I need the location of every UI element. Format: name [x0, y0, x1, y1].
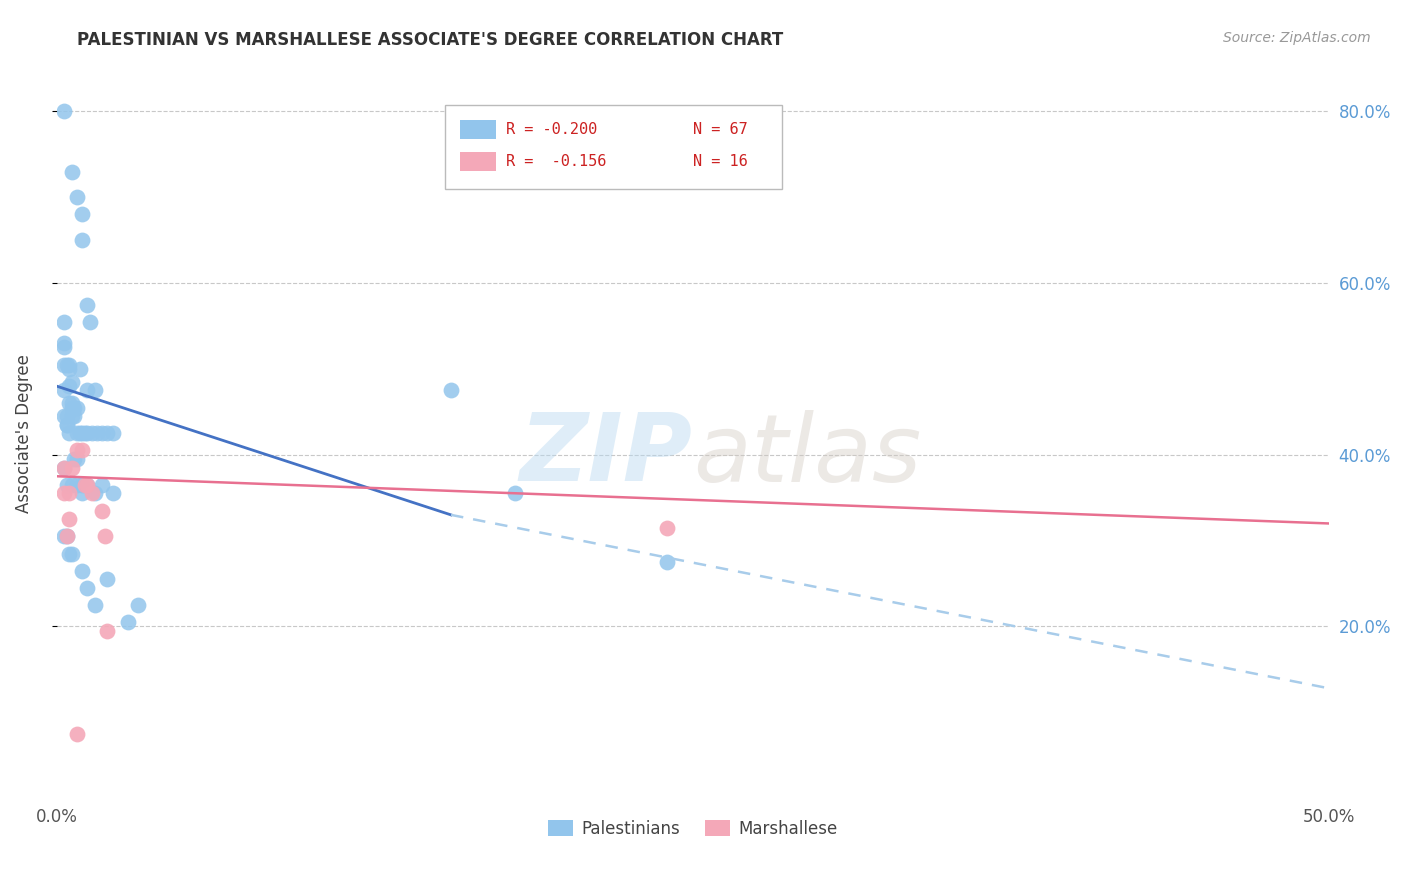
- Point: [60, 375, 83, 389]
- Point: [73, 478, 96, 492]
- Point: [82, 486, 104, 500]
- Point: [63, 401, 86, 415]
- Point: [69, 426, 91, 441]
- Y-axis label: Associate's Degree: Associate's Degree: [15, 354, 32, 513]
- Point: [58, 379, 80, 393]
- Point: [76, 478, 98, 492]
- Point: [58, 512, 80, 526]
- Point: [86, 426, 108, 441]
- Point: [60, 460, 83, 475]
- Text: N = 67: N = 67: [693, 122, 748, 137]
- Point: [56, 478, 79, 492]
- Point: [56, 529, 79, 543]
- Point: [63, 452, 86, 467]
- Point: [96, 572, 118, 586]
- Point: [58, 396, 80, 410]
- Point: [60, 396, 83, 410]
- Point: [60, 478, 83, 492]
- Point: [58, 426, 80, 441]
- Text: R = -0.200: R = -0.200: [506, 122, 598, 137]
- Point: [657, 521, 679, 535]
- Point: [76, 297, 98, 311]
- FancyBboxPatch shape: [460, 120, 495, 139]
- Text: R =  -0.156: R = -0.156: [506, 154, 606, 169]
- Point: [56, 409, 79, 424]
- Point: [101, 486, 124, 500]
- Point: [70, 426, 93, 441]
- Point: [79, 315, 101, 329]
- Point: [53, 460, 76, 475]
- Point: [83, 486, 105, 500]
- Point: [56, 417, 79, 432]
- Point: [82, 426, 104, 441]
- Point: [101, 426, 124, 441]
- Text: atlas: atlas: [693, 409, 921, 500]
- Point: [440, 384, 463, 398]
- Point: [66, 452, 89, 467]
- Point: [70, 478, 93, 492]
- Point: [70, 486, 93, 500]
- Point: [63, 409, 86, 424]
- FancyBboxPatch shape: [460, 153, 495, 171]
- Point: [58, 547, 80, 561]
- Point: [76, 478, 98, 492]
- Point: [53, 384, 76, 398]
- Text: PALESTINIAN VS MARSHALLESE ASSOCIATE'S DEGREE CORRELATION CHART: PALESTINIAN VS MARSHALLESE ASSOCIATE'S D…: [77, 31, 783, 49]
- Point: [66, 401, 89, 415]
- Point: [53, 529, 76, 543]
- Point: [70, 233, 93, 247]
- Point: [60, 401, 83, 415]
- Point: [66, 478, 89, 492]
- Point: [73, 426, 96, 441]
- Text: ZIP: ZIP: [520, 409, 693, 501]
- Point: [56, 417, 79, 432]
- Point: [127, 598, 149, 612]
- Legend: Palestinians, Marshallese: Palestinians, Marshallese: [541, 814, 844, 845]
- Point: [60, 409, 83, 424]
- Text: N = 16: N = 16: [693, 154, 748, 169]
- FancyBboxPatch shape: [444, 105, 782, 189]
- Point: [66, 727, 89, 741]
- Point: [76, 426, 98, 441]
- Point: [66, 190, 89, 204]
- Point: [91, 478, 114, 492]
- Point: [91, 503, 114, 517]
- Point: [91, 426, 114, 441]
- Point: [117, 615, 139, 630]
- Point: [83, 598, 105, 612]
- Point: [53, 460, 76, 475]
- Point: [53, 341, 76, 355]
- Point: [58, 486, 80, 500]
- Point: [83, 384, 105, 398]
- Point: [53, 358, 76, 372]
- Point: [53, 315, 76, 329]
- Point: [70, 564, 93, 578]
- Point: [66, 443, 89, 458]
- Point: [96, 426, 118, 441]
- Point: [70, 207, 93, 221]
- Point: [58, 362, 80, 376]
- Point: [53, 104, 76, 119]
- Point: [76, 581, 98, 595]
- Point: [53, 486, 76, 500]
- Point: [56, 529, 79, 543]
- Text: Source: ZipAtlas.com: Source: ZipAtlas.com: [1223, 31, 1371, 45]
- Point: [66, 426, 89, 441]
- Point: [503, 486, 526, 500]
- Point: [58, 358, 80, 372]
- Point: [53, 336, 76, 351]
- Point: [96, 624, 118, 638]
- Point: [70, 443, 93, 458]
- Point: [56, 358, 79, 372]
- Point: [60, 547, 83, 561]
- Point: [76, 384, 98, 398]
- Point: [657, 555, 679, 569]
- Point: [60, 164, 83, 178]
- Point: [69, 362, 91, 376]
- Point: [94, 529, 117, 543]
- Point: [53, 409, 76, 424]
